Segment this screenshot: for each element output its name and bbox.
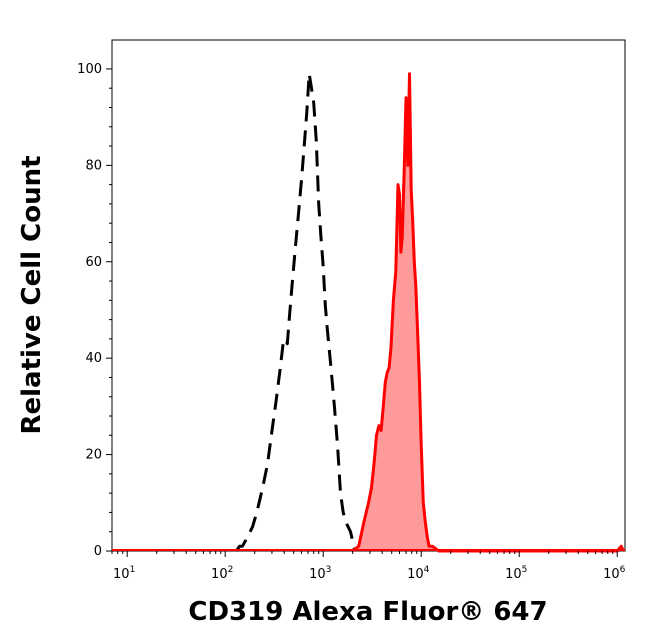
x-tick-label: 103 [309, 565, 331, 582]
y-tick-label: 0 [94, 544, 102, 559]
y-tick-label: 20 [85, 448, 102, 463]
x-axis-title: CD319 Alexa Fluor® 647 [188, 597, 547, 627]
x-tick-label: 104 [407, 565, 430, 582]
y-tick-label: 60 [85, 255, 102, 270]
x-tick-label: 106 [603, 565, 626, 582]
y-tick-label: 40 [85, 351, 102, 366]
x-tick-label: 105 [505, 565, 527, 582]
x-tick-label: 101 [113, 565, 135, 582]
series-0-line [235, 72, 357, 552]
x-tick-label: 102 [211, 565, 233, 582]
y-tick-label: 80 [85, 158, 102, 173]
plot-frame [111, 39, 626, 552]
y-axis-title: Relative Cell Count [17, 155, 47, 434]
y-tick-label: 100 [77, 62, 102, 77]
